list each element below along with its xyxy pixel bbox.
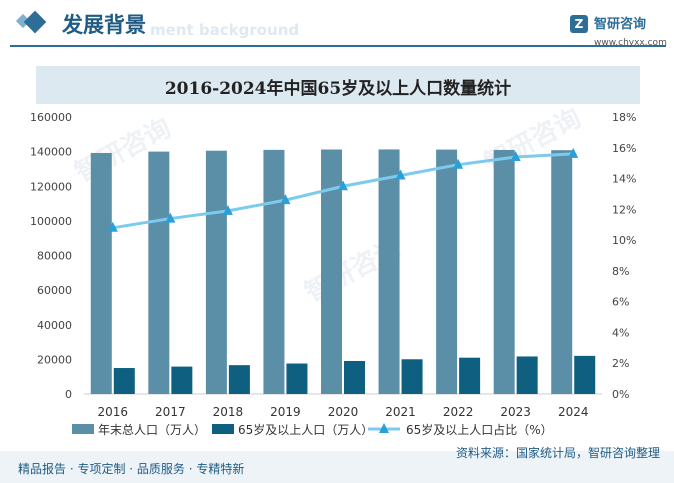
x-tick-label: 2017 xyxy=(155,405,186,419)
right-tick-label: 14% xyxy=(612,173,636,186)
logo-url: www.chyxx.com xyxy=(594,38,667,48)
line-point xyxy=(222,204,233,215)
right-tick-label: 18% xyxy=(612,111,636,124)
bar-total-population xyxy=(378,149,400,394)
x-tick-label: 2021 xyxy=(385,405,416,419)
right-tick-label: 8% xyxy=(612,265,629,278)
bar-65plus-population xyxy=(574,355,596,394)
footer-tagline: 精品报告 · 专项定制 · 品质服务 · 专精特新 xyxy=(18,462,245,476)
left-tick-label: 20000 xyxy=(37,353,72,366)
left-tick-label: 120000 xyxy=(30,180,72,193)
logo-name: 智研咨询 xyxy=(594,17,647,32)
right-tick-label: 12% xyxy=(612,203,636,216)
right-tick-label: 0% xyxy=(612,388,629,401)
bar-65plus-population xyxy=(228,365,250,394)
left-tick-label: 0 xyxy=(65,388,72,401)
x-tick-label: 2023 xyxy=(500,405,531,419)
left-tick-label: 100000 xyxy=(30,215,72,228)
section-title: 发展背景 xyxy=(62,13,146,37)
x-tick-label: 2016 xyxy=(98,405,129,419)
legend-label: 65岁及以上人口（万人） xyxy=(238,422,373,437)
line-point xyxy=(280,194,291,205)
line-point xyxy=(568,147,579,158)
right-tick-label: 4% xyxy=(612,326,629,339)
line-point xyxy=(165,212,176,223)
bar-65plus-population xyxy=(401,359,423,394)
legend-swatch xyxy=(72,424,94,434)
chart-title: 2016-2024年中国65岁及以上人口数量统计 xyxy=(164,79,512,99)
legend-swatch xyxy=(212,424,234,434)
bar-total-population xyxy=(493,149,515,394)
logo-icon: Z xyxy=(570,15,588,33)
section-subtitle: ment background xyxy=(150,21,300,39)
bar-total-population xyxy=(436,149,458,394)
right-tick-label: 6% xyxy=(612,296,629,309)
right-tick-label: 2% xyxy=(612,357,629,370)
bar-65plus-population xyxy=(459,357,481,394)
bar-total-population xyxy=(263,149,285,394)
x-tick-label: 2019 xyxy=(270,405,301,419)
line-point xyxy=(453,158,464,169)
left-tick-label: 160000 xyxy=(30,111,72,124)
header: ment background 发展背景 Z 智研咨询 www.chyxx.co… xyxy=(0,0,674,58)
right-tick-label: 16% xyxy=(612,142,636,155)
bar-total-population xyxy=(90,152,112,394)
left-tick-label: 40000 xyxy=(37,319,72,332)
bar-65plus-population xyxy=(344,360,365,394)
bar-total-population xyxy=(205,150,227,394)
source-note: 资料来源：国家统计局，智研咨询整理 xyxy=(455,446,660,460)
line-point xyxy=(107,221,118,232)
bar-65plus-population xyxy=(113,368,135,394)
chart-title-box: 2016-2024年中国65岁及以上人口数量统计 xyxy=(36,66,640,104)
line-point xyxy=(510,151,521,162)
line-point xyxy=(395,169,406,180)
left-tick-label: 60000 xyxy=(37,284,72,297)
bar-total-population xyxy=(551,150,573,394)
bar-65plus-population xyxy=(171,366,193,394)
bar-total-population xyxy=(148,151,170,394)
line-point xyxy=(338,180,348,191)
left-tick-label: 80000 xyxy=(37,250,72,263)
footer: 精品报告 · 专项定制 · 品质服务 · 专精特新 资料来源：国家统计局，智研咨… xyxy=(0,446,674,483)
left-tick-label: 140000 xyxy=(30,146,72,159)
x-tick-label: 2024 xyxy=(558,405,589,419)
header-divider xyxy=(10,45,666,47)
legend-label: 年末总人口（万人） xyxy=(98,423,206,437)
bar-65plus-population xyxy=(286,363,308,394)
bar-total-population xyxy=(321,149,342,394)
x-tick-label: 2018 xyxy=(213,405,244,419)
right-tick-label: 10% xyxy=(612,234,636,247)
x-tick-label: 2020 xyxy=(328,405,359,419)
legend-label: 65岁及以上人口占比（%） xyxy=(406,422,553,437)
bar-65plus-population xyxy=(516,356,538,394)
legend-marker xyxy=(379,423,389,433)
x-tick-label: 2022 xyxy=(443,405,474,419)
